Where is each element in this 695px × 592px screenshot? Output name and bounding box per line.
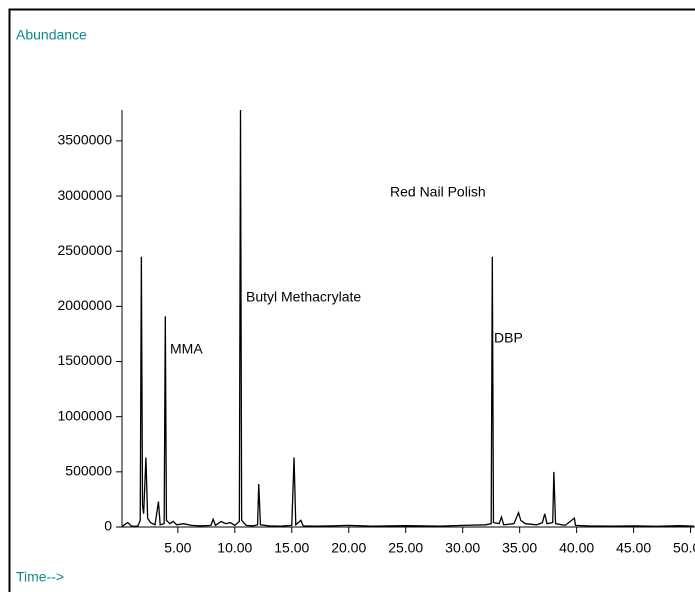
y-tick-label: 2000000 (57, 297, 112, 313)
x-tick-label: 40.00 (559, 540, 594, 556)
x-tick-label: 15.00 (274, 540, 309, 556)
y-tick-label: 500000 (65, 463, 112, 479)
x-tick-label: 30.00 (445, 540, 480, 556)
annotation: Butyl Methacrylate (246, 289, 361, 305)
y-tick-label: 3500000 (57, 132, 112, 148)
y-tick-label: 1500000 (57, 352, 112, 368)
y-tick-label: 1000000 (57, 407, 112, 423)
y-axis-title: Abundance (16, 27, 87, 43)
annotation: Red Nail Polish (390, 184, 486, 200)
y-tick-label: 2500000 (57, 242, 112, 258)
chromatogram-line (121, 109, 695, 528)
y-tick-label: 3000000 (57, 187, 112, 203)
x-tick-label: 45.00 (616, 540, 651, 556)
x-axis-title: Time--> (16, 569, 64, 585)
x-tick-label: 25.00 (388, 540, 423, 556)
x-tick-label: 5.00 (164, 540, 191, 556)
y-tick-label: 0 (104, 518, 112, 534)
x-tick-label: 10.00 (217, 540, 252, 556)
annotation: MMA (170, 341, 203, 357)
x-tick-label: 50.00 (673, 540, 695, 556)
x-tick-label: 35.00 (502, 540, 537, 556)
frame (8, 8, 695, 592)
annotation: DBP (494, 330, 523, 346)
x-tick-label: 20.00 (331, 540, 366, 556)
